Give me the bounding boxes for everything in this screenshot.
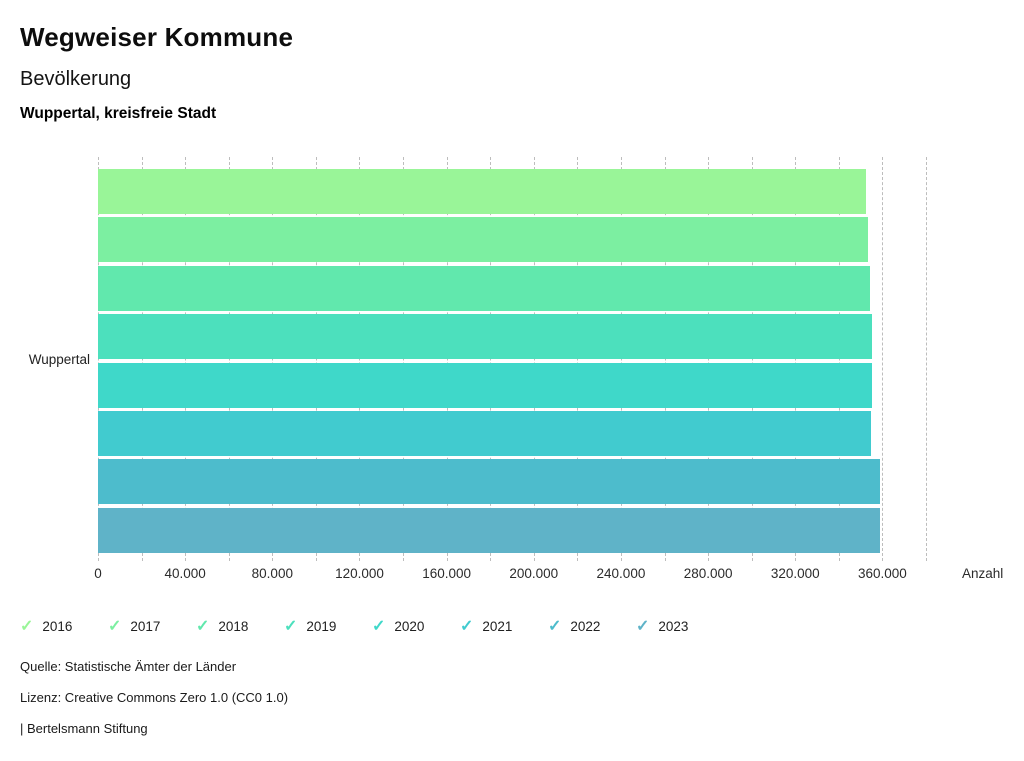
legend-item-2017[interactable]: ✓ 2017: [108, 617, 196, 637]
legend-item-2023[interactable]: ✓ 2023: [636, 617, 724, 637]
legend-item-2022[interactable]: ✓ 2022: [548, 617, 636, 637]
gridline: [926, 157, 927, 561]
legend-year-label: 2016: [42, 619, 73, 634]
chart-legend: ✓ 2016 ✓ 2017 ✓ 2018 ✓ 2019 ✓ 2020 ✓ 2021 ✓ 2022 ✓ 2023: [20, 617, 724, 637]
x-tick-label: 200.000: [509, 566, 559, 581]
bar-2023: [98, 507, 881, 553]
x-tick-label: 320.000: [770, 566, 820, 581]
x-tick-label: 120.000: [335, 566, 384, 581]
x-tick-label: 40.000: [164, 566, 206, 581]
x-tick-label: 160.000: [422, 566, 472, 581]
bar-2022: [98, 459, 881, 505]
attribution-text: | Bertelsmann Stiftung: [20, 721, 148, 736]
license-text: Lizenz: Creative Commons Zero 1.0 (CC0 1…: [20, 690, 289, 705]
checkmark-icon: ✓: [20, 618, 34, 635]
bar-2016: [98, 169, 866, 214]
x-tick-label: 0: [94, 566, 102, 581]
bar-2020: [98, 362, 872, 408]
legend-year-label: 2018: [218, 619, 249, 634]
bar-2021: [98, 411, 871, 456]
legend-year-label: 2017: [130, 619, 161, 634]
checkmark-icon: ✓: [196, 618, 210, 635]
x-tick-label: 280.000: [683, 566, 733, 581]
legend-item-2019[interactable]: ✓ 2019: [284, 617, 372, 637]
x-axis-title: Anzahl: [962, 566, 1004, 581]
checkmark-icon: ✓: [108, 618, 122, 635]
source-credit: Quelle: Statistische Ämter der Länder: [20, 659, 237, 674]
legend-item-2016[interactable]: ✓ 2016: [20, 617, 108, 637]
gridline: [882, 157, 884, 561]
legend-item-2020[interactable]: ✓ 2020: [372, 617, 460, 637]
checkmark-icon: ✓: [284, 618, 298, 635]
x-tick-label: 360.000: [858, 566, 907, 581]
x-tick-label: 240.000: [596, 566, 646, 581]
legend-year-label: 2019: [306, 619, 337, 634]
checkmark-icon: ✓: [460, 618, 474, 635]
checkmark-icon: ✓: [372, 618, 386, 635]
bar-2018: [98, 265, 871, 311]
page-title: Wegweiser Kommune: [20, 22, 294, 52]
legend-year-label: 2022: [570, 619, 601, 634]
x-tick-label: 80.000: [251, 566, 293, 581]
bar-2019: [98, 314, 872, 360]
x-axis-tick-labels: 0 40.000 80.000 120.000 160.000 200.000 240.00…: [94, 566, 926, 584]
legend-year-label: 2023: [658, 619, 689, 634]
bar-2017: [98, 217, 869, 263]
legend-year-label: 2021: [482, 619, 513, 634]
legend-item-2021[interactable]: ✓ 2021: [460, 617, 548, 637]
checkmark-icon: ✓: [548, 618, 562, 635]
checkmark-icon: ✓: [636, 618, 650, 635]
chart-topic-subtitle: Bevölkerung: [20, 68, 132, 90]
bar-chart-plot-area: [98, 157, 927, 561]
y-axis-category-label: Wuppertal: [28, 352, 90, 367]
legend-item-2018[interactable]: ✓ 2018: [196, 617, 284, 637]
legend-year-label: 2020: [394, 619, 425, 634]
region-name: Wuppertal, kreisfreie Stadt: [20, 105, 217, 122]
